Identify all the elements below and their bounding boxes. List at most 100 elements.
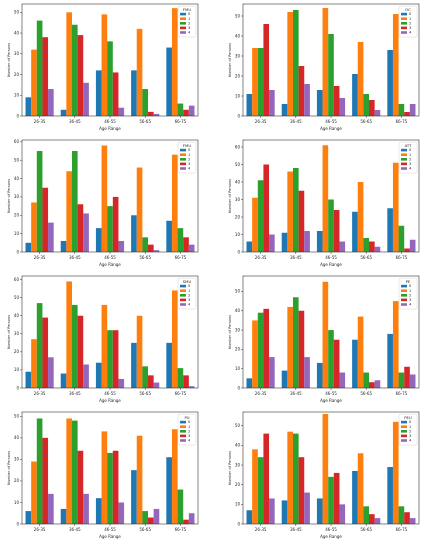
bar bbox=[118, 378, 125, 388]
bar bbox=[316, 362, 323, 388]
legend-swatch bbox=[401, 22, 407, 25]
bar bbox=[25, 97, 32, 116]
legend-entry: 2 bbox=[188, 293, 190, 297]
x-tick-label: 56-65 bbox=[360, 119, 372, 124]
bar bbox=[369, 514, 375, 524]
y-tick-label: 30 bbox=[235, 462, 241, 467]
bar bbox=[404, 512, 410, 524]
y-tick-label: 50 bbox=[235, 162, 241, 167]
bar bbox=[281, 232, 288, 252]
bar bbox=[387, 467, 393, 524]
y-tick-label: 10 bbox=[14, 500, 20, 505]
bar bbox=[392, 301, 399, 388]
bar bbox=[48, 222, 54, 252]
plot-frame bbox=[242, 3, 420, 117]
x-tick-label: 56-65 bbox=[139, 255, 151, 260]
y-axis-label: Number of Persons bbox=[7, 315, 11, 349]
bar bbox=[298, 190, 305, 252]
bar bbox=[398, 506, 405, 524]
bar bbox=[107, 330, 113, 388]
legend-entry: 4 bbox=[188, 167, 191, 171]
x-tick-label: 36-45 bbox=[290, 119, 302, 124]
y-tick-label: 10 bbox=[235, 93, 241, 98]
legend-entry: 2 bbox=[409, 293, 411, 297]
bar bbox=[136, 28, 143, 117]
bar bbox=[339, 241, 346, 252]
bar bbox=[83, 82, 89, 116]
legend-swatch bbox=[401, 303, 407, 306]
x-tick-label: 36-45 bbox=[69, 255, 81, 260]
bar bbox=[257, 457, 264, 524]
plot-frame bbox=[21, 411, 199, 525]
y-tick-label: 20 bbox=[235, 482, 241, 487]
bar bbox=[142, 89, 149, 116]
bar bbox=[339, 98, 346, 116]
legend-swatch bbox=[401, 167, 407, 170]
bar bbox=[257, 48, 264, 116]
bar bbox=[95, 228, 102, 252]
bar bbox=[60, 240, 67, 252]
legend-swatch bbox=[180, 162, 186, 166]
bar bbox=[131, 470, 137, 524]
bar bbox=[77, 204, 84, 252]
x-tick-label: 56-65 bbox=[360, 527, 372, 532]
bar bbox=[281, 104, 288, 116]
legend-swatch bbox=[401, 284, 407, 288]
y-tick-label: 0 bbox=[16, 113, 19, 118]
bar bbox=[148, 517, 154, 524]
bar bbox=[363, 238, 370, 252]
y-tick-label: 0 bbox=[237, 521, 240, 526]
legend-entry: 1 bbox=[409, 289, 411, 293]
y-tick-label: 10 bbox=[235, 366, 241, 371]
bar bbox=[333, 210, 340, 252]
bar bbox=[352, 339, 358, 388]
x-tick-label: 66-75 bbox=[175, 255, 187, 260]
y-tick-label: 40 bbox=[235, 179, 241, 184]
bar bbox=[392, 14, 399, 116]
bar bbox=[112, 450, 119, 524]
bar bbox=[153, 508, 160, 524]
legend-entry: 2 bbox=[188, 21, 190, 25]
bar bbox=[188, 386, 195, 388]
bar bbox=[142, 366, 149, 388]
y-tick-label: 0 bbox=[237, 385, 240, 390]
y-axis-label: Number of Persons bbox=[228, 43, 232, 77]
bar bbox=[292, 168, 299, 252]
legend-swatch bbox=[180, 294, 186, 297]
legend-entry: 0 bbox=[409, 420, 412, 424]
legend-entry: 1 bbox=[188, 425, 190, 429]
legend-entry: 2 bbox=[409, 21, 411, 25]
bar bbox=[281, 500, 288, 524]
bar bbox=[252, 48, 258, 116]
bar bbox=[95, 498, 102, 524]
bar bbox=[369, 382, 375, 388]
bar bbox=[71, 304, 78, 388]
bar bbox=[404, 112, 410, 116]
bar bbox=[136, 167, 143, 252]
x-tick-label: 46-55 bbox=[325, 119, 337, 124]
bar bbox=[287, 431, 293, 524]
bar bbox=[166, 342, 172, 388]
y-tick-label: 20 bbox=[235, 347, 241, 352]
legend-swatch bbox=[401, 430, 407, 433]
x-tick-label: 46-55 bbox=[325, 255, 337, 260]
bar bbox=[352, 211, 358, 252]
x-tick-label: 46-55 bbox=[104, 119, 116, 124]
bar bbox=[112, 72, 119, 116]
legend-swatch bbox=[180, 298, 186, 302]
bar bbox=[153, 382, 160, 388]
bar bbox=[246, 510, 253, 524]
legend-title: FMU bbox=[183, 143, 191, 148]
legend-swatch bbox=[180, 31, 186, 34]
y-tick-label: 40 bbox=[14, 435, 20, 440]
bar bbox=[36, 418, 43, 524]
legend-swatch bbox=[401, 148, 407, 152]
bar bbox=[188, 244, 195, 252]
bar bbox=[333, 472, 340, 524]
bar bbox=[42, 317, 49, 388]
